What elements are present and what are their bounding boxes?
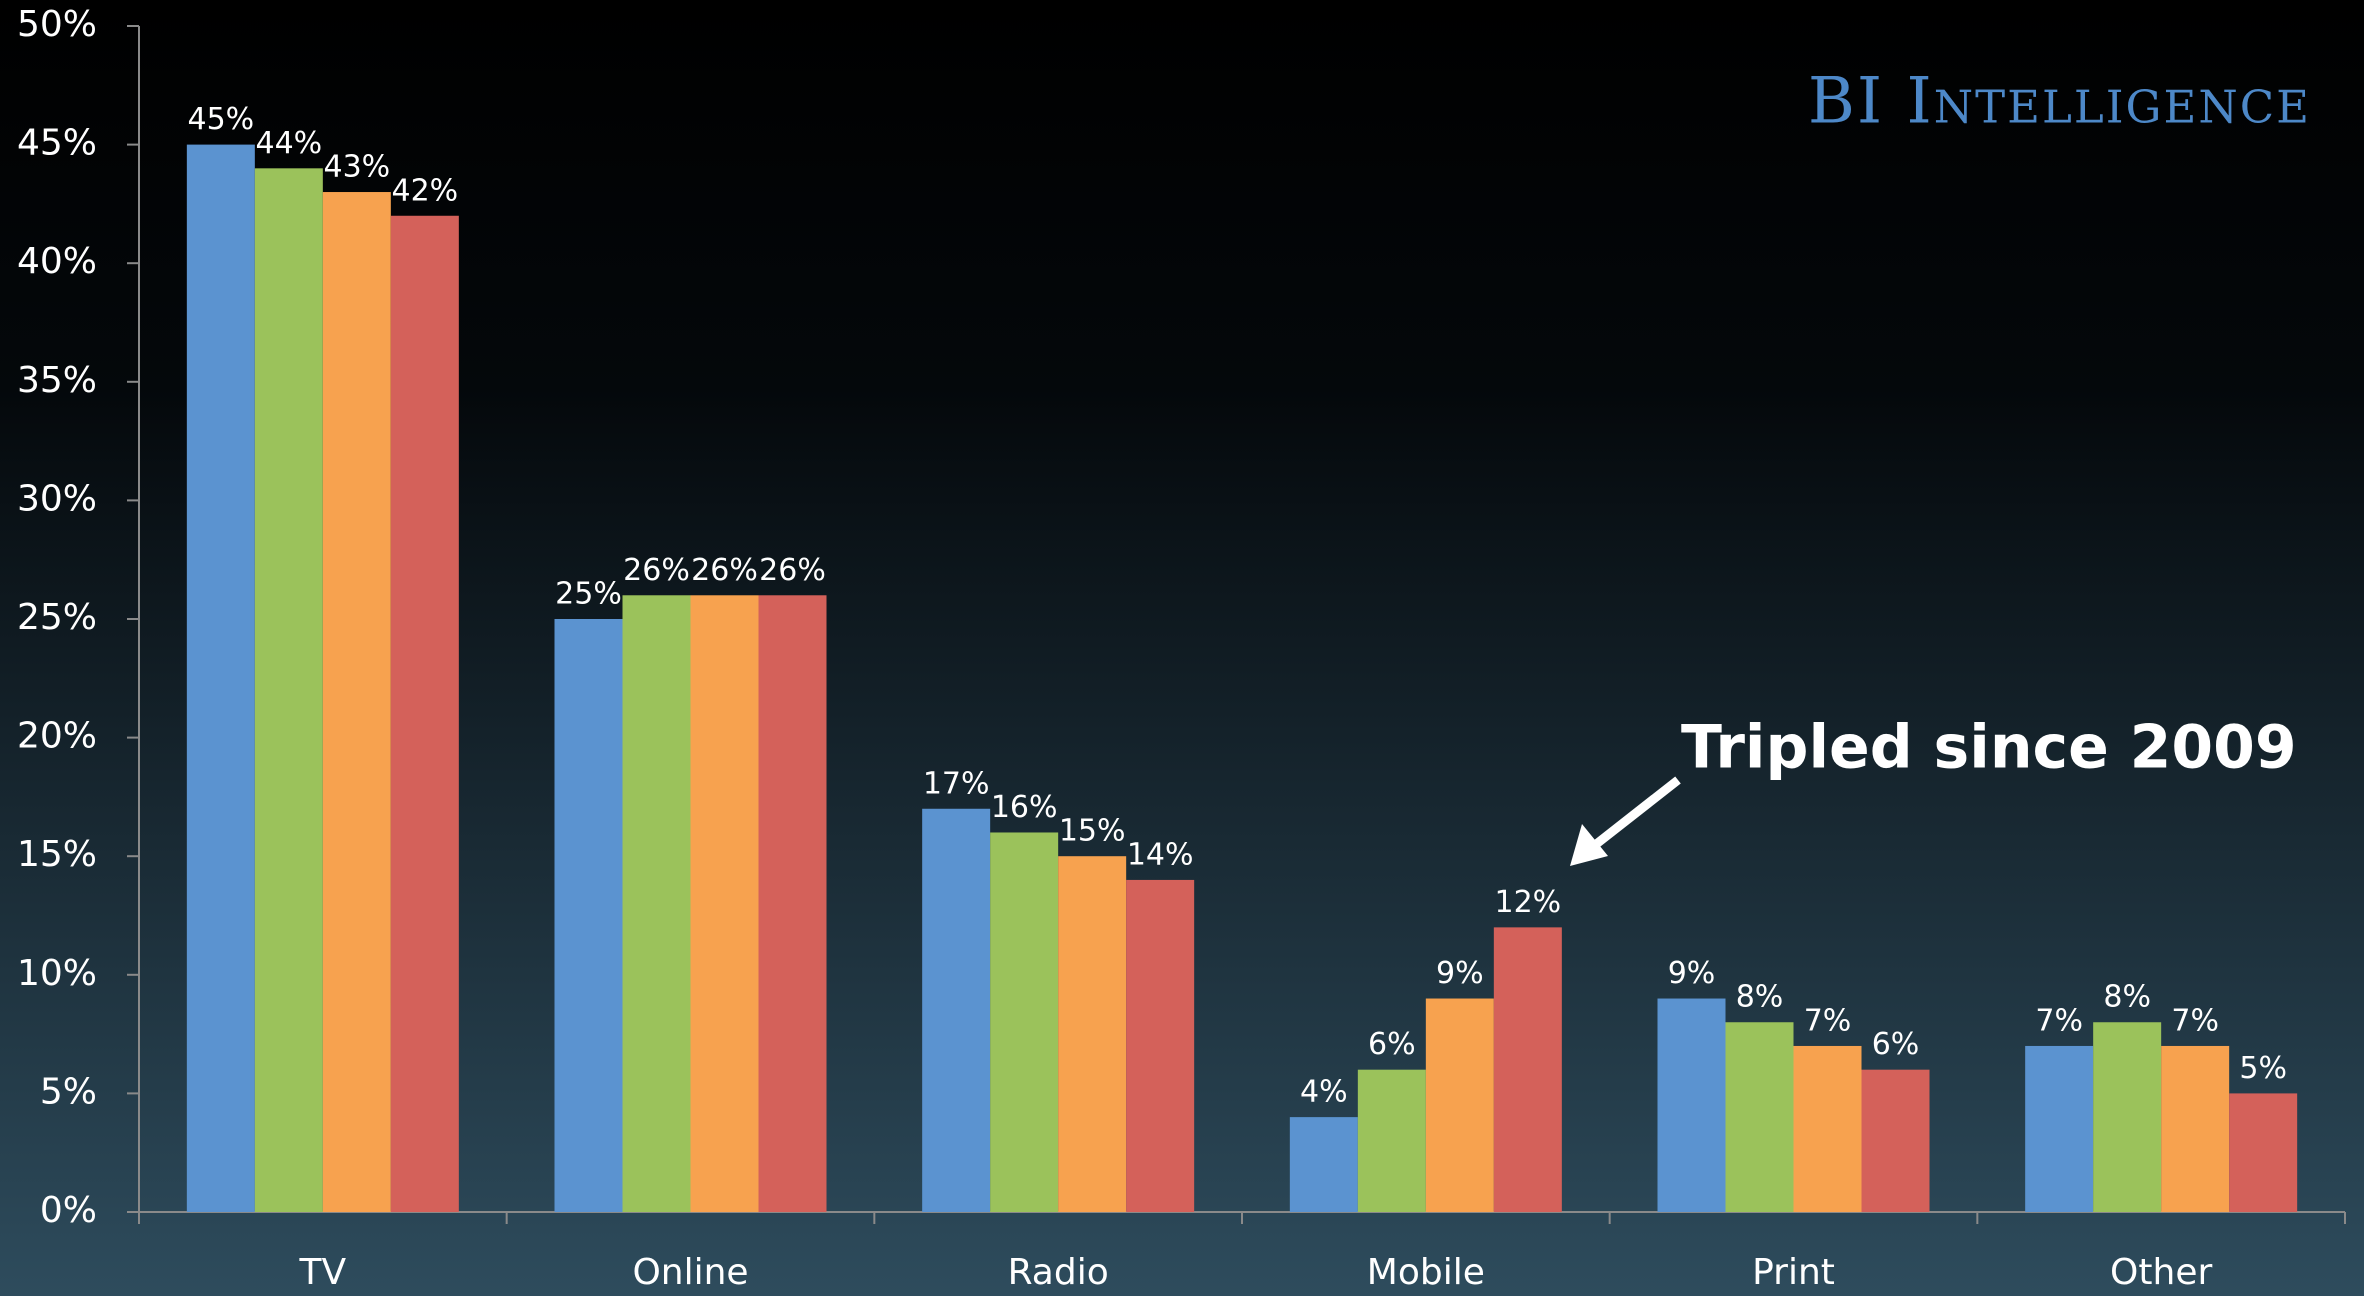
y-tick-label: 5% [40,1071,97,1112]
annotation: Tripled since 2009 [1681,713,2297,783]
value-label: 25% [555,577,622,612]
value-label: 6% [1368,1027,1416,1062]
value-label: 42% [391,173,458,208]
bar [2229,1093,2298,1212]
y-tick-label: 25% [17,597,97,638]
brand: BI Intelligence [1808,65,2311,139]
bar [1657,998,1726,1212]
value-label: 7% [2171,1003,2219,1038]
bar [186,144,255,1213]
value-label: 44% [255,126,322,161]
x-tick-label: Print [1752,1252,1835,1293]
y-tick-label: 35% [17,360,97,401]
bar [922,808,991,1212]
annotation-arrow [1570,776,1681,866]
bar [690,595,759,1212]
x-tick-label: Radio [1008,1252,1109,1293]
value-label: 15% [1059,814,1126,849]
y-tick-label: 40% [17,241,97,282]
value-label: 6% [1872,1027,1920,1062]
value-label: 8% [1736,980,1784,1015]
value-label: 43% [323,150,390,185]
y-tick-label: 30% [17,478,97,519]
y-tick-label: 10% [17,953,97,994]
bar [1861,1069,1930,1212]
value-label: 26% [623,553,690,588]
bar [758,595,827,1212]
bar [1126,879,1195,1212]
value-label: 26% [691,553,758,588]
arrow-head [1570,824,1608,866]
bar [1357,1069,1426,1212]
x-tick-label: Mobile [1367,1252,1485,1293]
bar [622,595,691,1212]
bar [1289,1117,1358,1212]
y-tick-label: 15% [17,834,97,875]
y-tick-label: 45% [17,123,97,164]
x-tick-label: TV [299,1252,347,1293]
y-tick-label: 50% [17,4,97,45]
value-label: 9% [1668,956,1716,991]
bar [990,832,1059,1212]
bar [1425,998,1494,1212]
value-label: 5% [2239,1051,2287,1086]
bar [2093,1022,2162,1212]
bar [1793,1045,1862,1212]
bar [2161,1045,2230,1212]
bar [390,215,459,1212]
x-tick-label: Other [2110,1252,2212,1293]
bar [2025,1045,2094,1212]
value-label: 7% [2035,1003,2083,1038]
bar [554,619,623,1212]
bar [1725,1022,1794,1212]
bar [1058,856,1127,1212]
value-label: 14% [1127,837,1194,872]
value-label: 45% [187,102,254,137]
value-label: 7% [1804,1003,1852,1038]
value-label: 26% [759,553,826,588]
y-tick-label: 20% [17,716,97,757]
value-label: 17% [923,766,990,801]
bar [322,192,391,1213]
value-label: 9% [1436,956,1484,991]
arrow-shaft [1587,776,1681,853]
x-tick-label: Online [632,1252,748,1293]
value-label: 16% [991,790,1058,825]
bar [1493,927,1562,1212]
bar [254,168,323,1212]
value-label: 4% [1300,1075,1348,1110]
value-label: 12% [1494,885,1561,920]
value-label: 8% [2103,980,2151,1015]
y-tick-label: 0% [40,1190,97,1231]
